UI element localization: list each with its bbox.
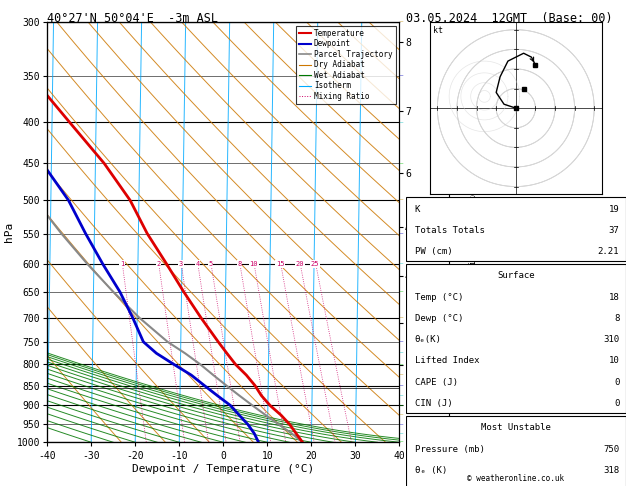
Text: Pressure (mb): Pressure (mb) [415,445,484,453]
Text: 3: 3 [179,261,183,267]
Text: —: — [399,440,403,445]
X-axis label: Dewpoint / Temperature (°C): Dewpoint / Temperature (°C) [132,464,314,474]
Text: Totals Totals: Totals Totals [415,226,484,235]
Text: CAPE (J): CAPE (J) [415,378,457,387]
Text: Surface: Surface [497,271,535,280]
Text: 318: 318 [603,466,619,475]
Text: Dewp (°C): Dewp (°C) [415,314,463,323]
Bar [406,264,626,413]
Text: —: — [399,422,403,427]
Text: θₑ (K): θₑ (K) [415,466,447,475]
Text: θₑ(K): θₑ(K) [415,335,442,344]
Text: —: — [399,315,403,320]
Text: —: — [399,261,403,266]
Text: 18: 18 [608,293,619,302]
Text: —: — [399,73,403,78]
Text: —: — [399,161,403,166]
Text: K: K [415,205,420,213]
Text: —: — [399,231,403,236]
Text: LCL: LCL [406,383,421,392]
Text: 40°27'N 50°04'E  -3m ASL: 40°27'N 50°04'E -3m ASL [47,12,218,25]
Text: 0: 0 [614,399,619,408]
Text: 15: 15 [276,261,284,267]
Text: —: — [399,431,403,436]
Bar [406,416,626,486]
Legend: Temperature, Dewpoint, Parcel Trajectory, Dry Adiabat, Wet Adiabat, Isotherm, Mi: Temperature, Dewpoint, Parcel Trajectory… [296,26,396,104]
Text: —: — [399,198,403,203]
Y-axis label: Mixing Ratio (g/kg): Mixing Ratio (g/kg) [469,185,478,279]
Text: PW (cm): PW (cm) [415,247,452,256]
Text: 0: 0 [614,378,619,387]
Text: —: — [399,19,403,24]
Y-axis label: km
ASL: km ASL [405,210,423,232]
Text: 20: 20 [296,261,304,267]
Text: Temp (°C): Temp (°C) [415,293,463,302]
Text: 37: 37 [608,226,619,235]
Text: 8: 8 [237,261,242,267]
Text: 2: 2 [156,261,160,267]
Text: kt: kt [433,26,443,35]
Text: 25: 25 [311,261,320,267]
Text: —: — [399,120,403,125]
Text: 750: 750 [603,445,619,453]
Text: —: — [399,362,403,367]
Text: 10: 10 [249,261,258,267]
Text: Most Unstable: Most Unstable [481,423,551,432]
Text: —: — [399,351,403,356]
Text: 4: 4 [195,261,199,267]
Bar [406,197,626,261]
Text: —: — [399,289,403,295]
Text: —: — [399,393,403,398]
Text: 03.05.2024  12GMT  (Base: 00): 03.05.2024 12GMT (Base: 00) [406,12,612,25]
Text: 310: 310 [603,335,619,344]
Text: © weatheronline.co.uk: © weatheronline.co.uk [467,474,564,483]
Text: 19: 19 [608,205,619,213]
Text: 1: 1 [120,261,124,267]
Text: —: — [399,373,403,378]
Text: CIN (J): CIN (J) [415,399,452,408]
Text: 2.21: 2.21 [598,247,619,256]
Text: 5: 5 [208,261,213,267]
Text: —: — [399,413,403,417]
Text: —: — [399,403,403,408]
Y-axis label: hPa: hPa [4,222,14,242]
Text: —: — [399,339,403,344]
Text: 8: 8 [614,314,619,323]
Text: —: — [399,383,403,388]
Text: Lifted Index: Lifted Index [415,356,479,365]
Text: 10: 10 [608,356,619,365]
